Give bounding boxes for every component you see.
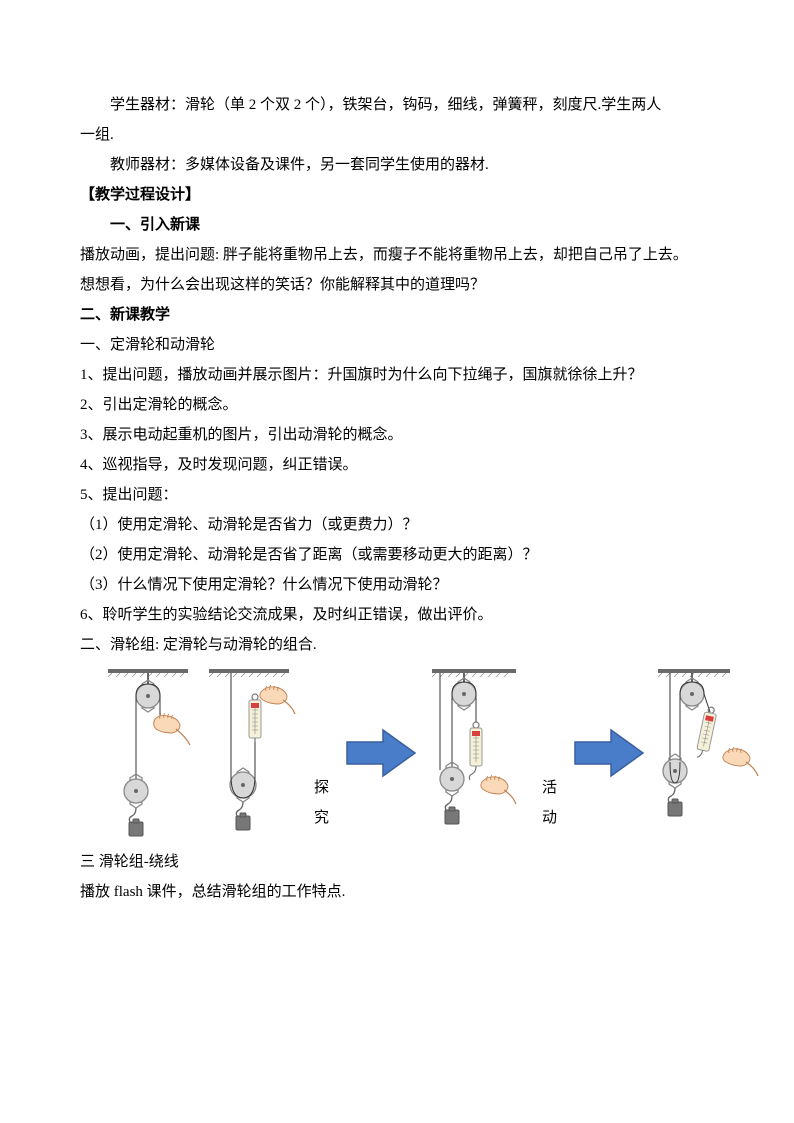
- sub-1: （1）使用定滑轮、动滑轮是否省力（或更费力）？: [80, 510, 714, 540]
- para-intro-2: 想想看，为什么会出现这样的笑话？你能解释其中的道理吗？: [80, 270, 714, 300]
- para-materials-teacher: 教师器材：多媒体设备及课件，另一套同学生使用的器材.: [80, 150, 714, 180]
- heading-process-design: 【教学过程设计】: [80, 180, 714, 210]
- heading-winding: 三 滑轮组-绕线: [80, 847, 714, 877]
- item-5: 5、提出问题：: [80, 480, 714, 510]
- heading-new-lesson: 二、新课教学: [80, 300, 714, 330]
- pulley-diagram-row: 探 究: [100, 666, 714, 841]
- pulley-diagram-2: [201, 666, 296, 841]
- sub-3: （3）什么情况下使用定滑轮？什么情况下使用动滑轮？: [80, 570, 714, 600]
- pulley-diagram-3: [424, 666, 524, 841]
- item-4: 4、巡视指导，及时发现问题，纠正错误。: [80, 450, 714, 480]
- para-materials-student: 学生器材：滑轮（单 2 个双 2 个），铁架台，钩码，细线，弹簧秤，刻度尺.学生…: [80, 90, 714, 120]
- arrow-icon: [343, 726, 418, 781]
- heading-pulley-group: 二、滑轮组: 定滑轮与动滑轮的组合.: [80, 630, 714, 660]
- arrow-icon: [571, 726, 646, 781]
- pulley-diagram-1: [100, 666, 195, 841]
- heading-fixed-moving-pulley: 一、定滑轮和动滑轮: [80, 330, 714, 360]
- item-1: 1、提出问题，播放动画并展示图片：升国旗时为什么向下拉绳子，国旗就徐徐上升？: [80, 360, 714, 390]
- para-materials-student-2: 一组.: [80, 120, 714, 150]
- diagram-label-activity: 活 动: [542, 773, 565, 841]
- para-flash: 播放 flash 课件，总结滑轮组的工作特点.: [80, 877, 714, 907]
- heading-intro: 一、引入新课: [80, 210, 714, 240]
- item-2: 2、引出定滑轮的概念。: [80, 390, 714, 420]
- sub-2: （2）使用定滑轮、动滑轮是否省了距离（或需要移动更大的距离）？: [80, 540, 714, 570]
- item-6: 6、聆听学生的实验结论交流成果，及时纠正错误，做出评价。: [80, 600, 714, 630]
- diagram-label-explore: 探 究: [314, 773, 337, 841]
- para-intro-1: 播放动画，提出问题: 胖子能将重物吊上去，而瘦子不能将重物吊上去，却把自己吊了上…: [80, 240, 714, 270]
- pulley-diagram-4: [652, 666, 762, 841]
- item-3: 3、展示电动起重机的图片，引出动滑轮的概念。: [80, 420, 714, 450]
